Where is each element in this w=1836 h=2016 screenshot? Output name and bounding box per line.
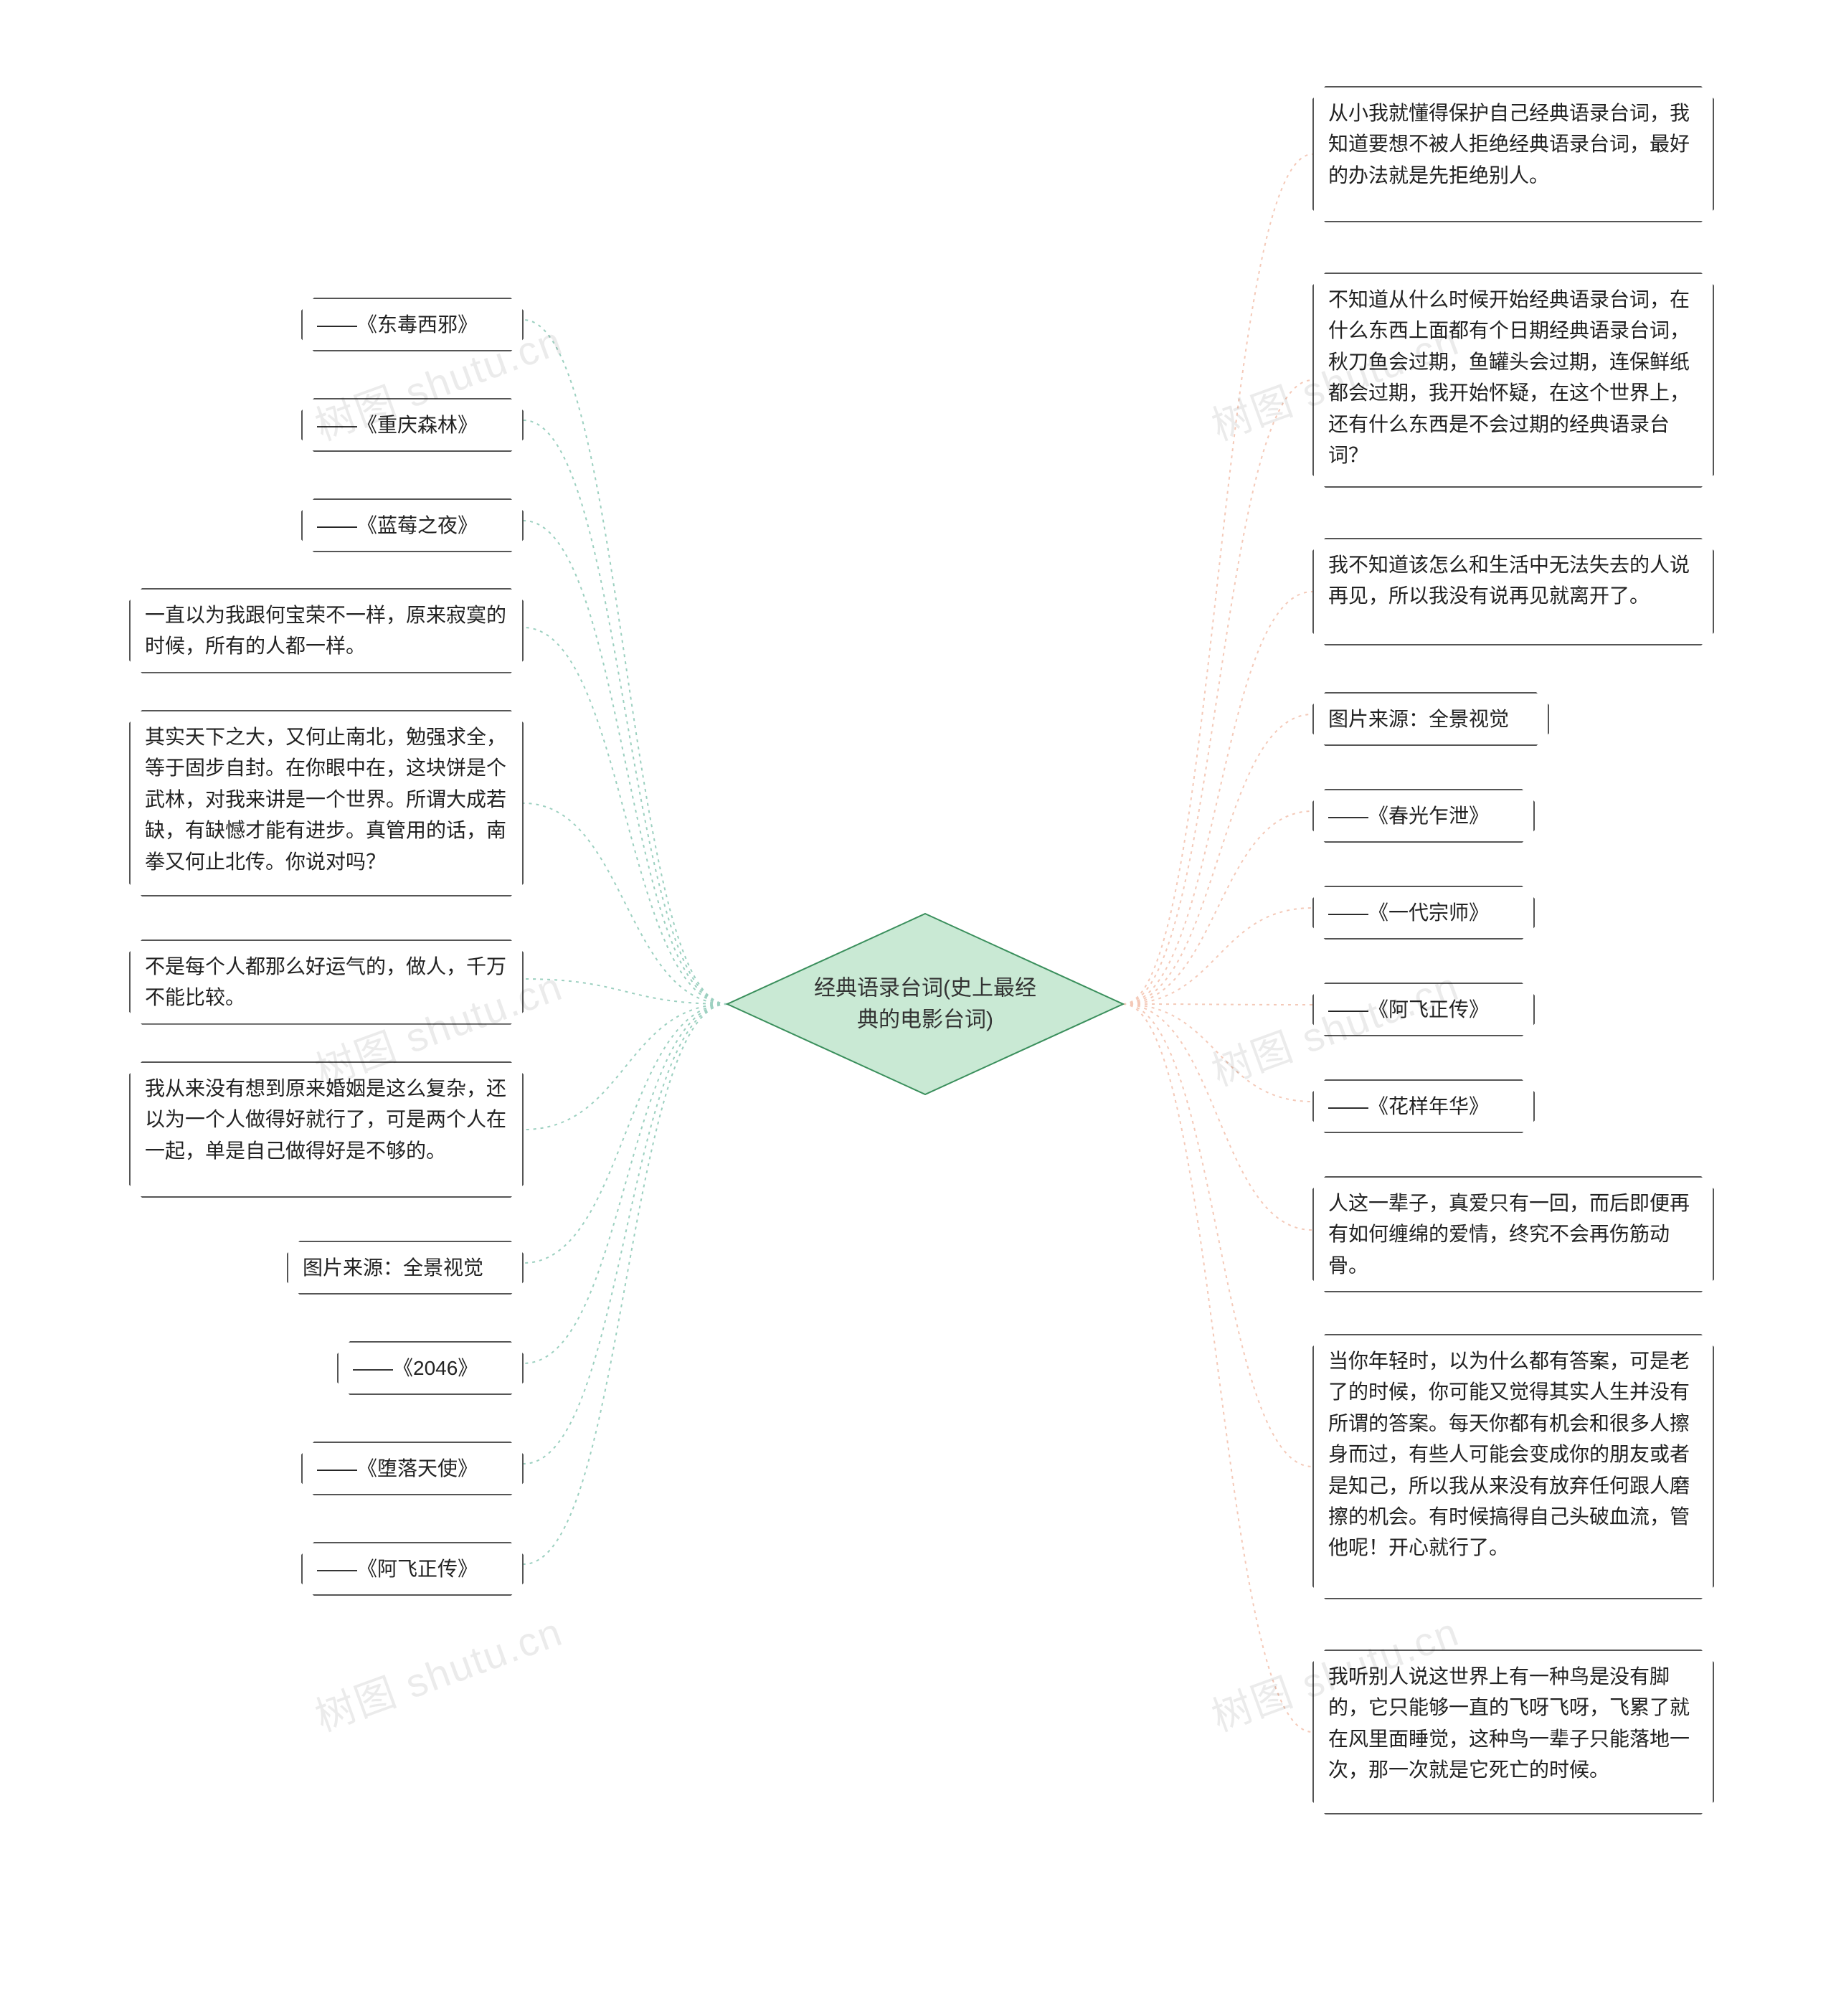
connector [524, 1004, 727, 1130]
right-node: ——《花样年华》 [1312, 1079, 1535, 1133]
right-node: 我听别人说这世界上有一种鸟是没有脚的，它只能够一直的飞呀飞呀，飞累了就在风里面睡… [1312, 1650, 1714, 1814]
right-node: 当你年轻时，以为什么都有答案，可是老了的时候，你可能又觉得其实人生并没有所谓的答… [1312, 1334, 1714, 1599]
central-node: 经典语录台词(史上最经典的电影台词) [724, 911, 1126, 1097]
connector [1123, 1004, 1312, 1230]
connector [1123, 811, 1312, 1004]
connector [1123, 592, 1312, 1004]
connector [524, 420, 727, 1004]
right-node: 我不知道该怎么和生活中无法失去的人说再见，所以我没有说再见就离开了。 [1312, 538, 1714, 645]
connector [1123, 1004, 1312, 1467]
connector [524, 1004, 727, 1363]
left-node: ——《阿飞正传》 [301, 1542, 524, 1596]
connector [1123, 1004, 1312, 1005]
right-node: 不知道从什么时候开始经典语录台词，在什么东西上面都有个日期经典语录台词，秋刀鱼会… [1312, 273, 1714, 488]
connector [1123, 1004, 1312, 1102]
left-node: ——《重庆森林》 [301, 398, 524, 452]
right-node: 人这一辈子，真爱只有一回，而后即便再有如何缠绵的爱情，终究不会再伤筋动骨。 [1312, 1176, 1714, 1292]
watermark: 树图 shutu.cn [306, 1600, 569, 1743]
central-label: 经典语录台词(史上最经典的电影台词) [810, 973, 1040, 1036]
right-node: 从小我就懂得保护自己经典语录台词，我知道要想不被人拒绝经典语录台词，最好的办法就… [1312, 86, 1714, 222]
connector [1123, 1004, 1312, 1732]
left-node: ——《2046》 [337, 1341, 524, 1395]
connector [524, 1004, 727, 1464]
right-node: ——《春光乍泄》 [1312, 789, 1535, 843]
left-node: 其实天下之大，又何止南北，勉强求全，等于固步自封。在你眼中在，这块饼是个武林，对… [129, 710, 524, 896]
connector [524, 1004, 727, 1564]
connector [524, 320, 727, 1004]
connector [1123, 908, 1312, 1004]
right-node: ——《一代宗师》 [1312, 886, 1535, 940]
connector [524, 1004, 727, 1263]
mindmap-canvas: 经典语录台词(史上最经典的电影台词) ——《东毒西邪》 ——《重庆森林》 ——《蓝莓… [0, 0, 1836, 2016]
connector [524, 628, 727, 1004]
left-node: ——《堕落天使》 [301, 1442, 524, 1495]
left-node: 一直以为我跟何宝荣不一样，原来寂寞的时候，所有的人都一样。 [129, 588, 524, 673]
connector [524, 803, 727, 1004]
left-node: 我从来没有想到原来婚姻是这么复杂，还以为一个人做得好就行了，可是两个人在一起，单… [129, 1061, 524, 1198]
connector [1123, 154, 1312, 1004]
right-node: 图片来源：全景视觉 [1312, 692, 1549, 746]
connector [1123, 380, 1312, 1004]
left-node: 不是每个人都那么好运气的，做人，千万不能比较。 [129, 940, 524, 1025]
right-node: ——《阿飞正传》 [1312, 983, 1535, 1036]
left-node: ——《东毒西邪》 [301, 298, 524, 351]
connector [524, 521, 727, 1004]
connector [524, 979, 727, 1004]
left-node: 图片来源：全景视觉 [287, 1241, 524, 1295]
connector [1123, 714, 1312, 1004]
left-node: ——《蓝莓之夜》 [301, 498, 524, 552]
